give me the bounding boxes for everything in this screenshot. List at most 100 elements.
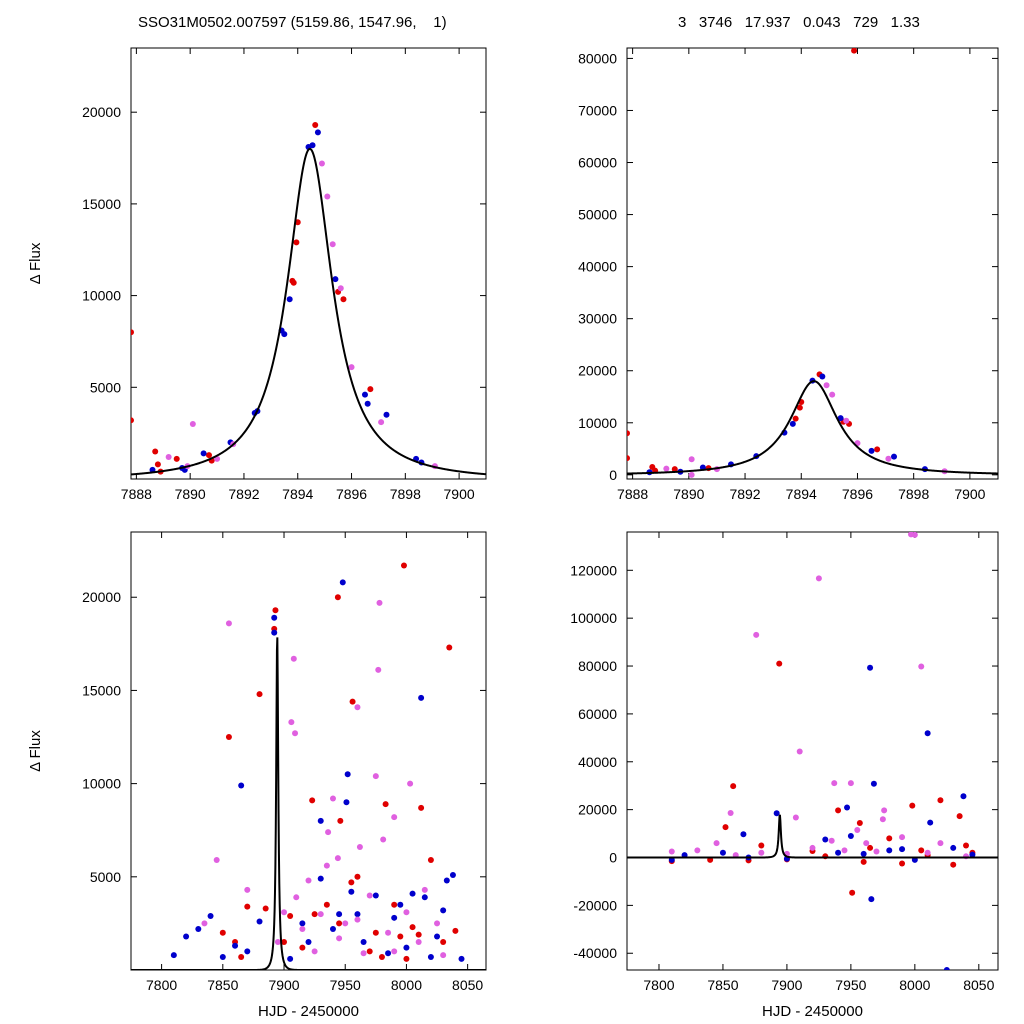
x-tick-label: 7888 [121,486,152,502]
data-point-magenta [299,925,306,932]
data-point-blue [336,911,343,918]
data-point-red [918,847,925,854]
y-tick-label: 20000 [82,589,121,605]
y-tick-label: 80000 [578,658,617,674]
data-point-magenta [378,419,385,426]
data-point-blue [421,894,428,901]
data-point-red [312,122,319,129]
data-point-magenta [829,391,836,398]
data-point-blue [789,420,796,427]
data-point-magenta [342,920,349,927]
data-point-magenta [663,465,670,472]
data-point-magenta [440,952,447,959]
x-tick-label: 7888 [617,486,648,502]
data-point-red [299,944,306,951]
data-point-red [219,929,226,936]
data-point-magenta [809,844,816,851]
data-point-red [627,430,630,437]
data-point-magenta [792,814,799,821]
data-point-magenta [354,916,361,923]
panel-top-left: 7888 7890 7892 7894 7896 7898 7900 5000 10000 150… [27,47,487,502]
data-point-magenta [225,620,232,627]
data-point-red [796,404,803,411]
data-point-magenta [911,532,918,538]
data-point-blue [244,948,251,955]
data-point-blue [837,415,844,422]
data-point-blue [219,953,226,960]
data-point-magenta [337,285,344,292]
data-point-red [452,927,459,934]
data-point-magenta [831,780,838,787]
data-point-blue [354,911,361,918]
data-point-red [337,817,344,824]
model-fit-curve [131,637,486,970]
data-point-red [152,448,159,455]
plot-frame [626,47,999,480]
data-point-blue [870,780,877,787]
y-tick-label: 15000 [82,682,121,698]
x-tick-label: 7850 [707,977,738,993]
data-point-blue [305,939,312,946]
data-point-blue [232,942,239,949]
data-point-blue [372,892,379,899]
data-point-red [131,329,134,336]
data-point-blue [943,967,950,970]
data-point-red [886,835,893,842]
panel-bottom-left: 7800 7850 7900 7950 8000 8050 5000 10000 15000 20… [27,531,487,1020]
y-tick-label: 70000 [578,102,617,118]
data-point-blue [271,614,278,621]
data-point-red [372,929,379,936]
data-point-magenta [290,655,297,662]
data-point-magenta [329,241,336,248]
x-tick-label: 7900 [771,977,802,993]
data-point-red [446,644,453,651]
model-fit-curve [627,814,998,859]
data-point-red [409,924,416,931]
data-point-blue [195,925,202,932]
data-point-magenta [688,471,695,478]
data-point-magenta [372,773,379,780]
data-point-red [440,939,447,946]
data-point-blue [403,944,410,951]
y-tick-label: 5000 [90,379,121,395]
data-point-magenta [376,599,383,606]
x-tick-label: 7892 [228,486,259,502]
x-tick-label: 7900 [268,977,299,993]
data-point-blue [361,391,368,398]
data-point-magenta [311,948,318,955]
data-point-magenta [375,666,382,673]
x-tick-label: 7900 [444,486,475,502]
data-point-blue [860,850,867,857]
data-point-red [427,857,434,864]
data-point-magenta [937,840,944,847]
data-point-magenta [863,840,870,847]
data-point-red [340,296,347,303]
data-point-magenta [841,847,848,854]
data-point-magenta [758,849,765,856]
data-point-red [963,842,970,849]
data-point-magenta [274,939,281,946]
data-point-magenta [854,826,861,833]
data-point-magenta [421,886,428,893]
data-point-red [950,861,957,868]
y-tick-label: 15000 [82,196,121,212]
data-point-red [205,452,212,459]
data-point-magenta [348,364,355,371]
data-point-blue [927,819,934,826]
data-point-magenta [823,382,830,389]
data-point-blue [314,129,321,136]
x-tick-label: 7896 [842,486,873,502]
data-point-magenta [713,840,720,847]
data-point-red [290,279,297,286]
data-point-magenta [873,848,880,855]
data-point-magenta [293,894,300,901]
x-tick-label: 7950 [330,977,361,993]
x-tick-label: 8050 [963,977,994,993]
data-point-blue [391,914,398,921]
data-point-red [367,386,374,393]
plot-frame [130,531,487,971]
header-fit-parameters: 3 3746 17.937 0.043 729 1.33 [678,14,920,31]
data-point-red [722,824,729,831]
y-tick-label: 120000 [570,562,617,578]
panel-bottom-right: 7800 7850 7900 7950 8000 8050 -40000 -20000 0 200… [570,531,999,1020]
